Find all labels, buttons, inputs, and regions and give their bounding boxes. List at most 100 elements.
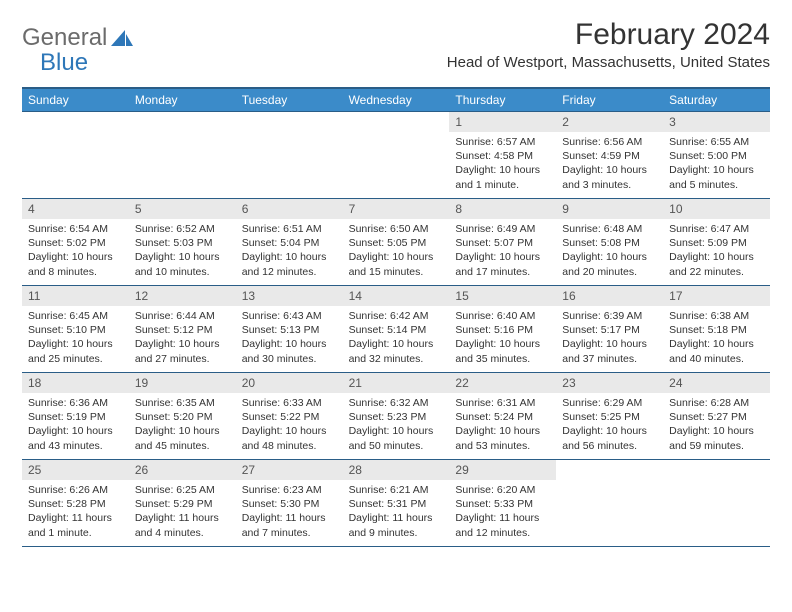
empty-cell [129,112,236,198]
day-cell: 1Sunrise: 6:57 AMSunset: 4:58 PMDaylight… [449,112,556,198]
day-cell: 21Sunrise: 6:32 AMSunset: 5:23 PMDayligh… [343,373,450,459]
day-cell: 12Sunrise: 6:44 AMSunset: 5:12 PMDayligh… [129,286,236,372]
sunrise-text: Sunrise: 6:50 AM [349,222,444,236]
week-row: 1Sunrise: 6:57 AMSunset: 4:58 PMDaylight… [22,111,770,198]
week-row: 11Sunrise: 6:45 AMSunset: 5:10 PMDayligh… [22,285,770,372]
day-cell: 17Sunrise: 6:38 AMSunset: 5:18 PMDayligh… [663,286,770,372]
day-cell: 13Sunrise: 6:43 AMSunset: 5:13 PMDayligh… [236,286,343,372]
daylight-text: Daylight: 10 hours and 10 minutes. [135,250,230,278]
day-number: 12 [129,286,236,306]
day-number: 1 [449,112,556,132]
sunset-text: Sunset: 5:33 PM [455,497,550,511]
sunset-text: Sunset: 5:13 PM [242,323,337,337]
day-number: 19 [129,373,236,393]
weekday-wed: Wednesday [343,89,450,111]
sunrise-text: Sunrise: 6:54 AM [28,222,123,236]
day-number: 26 [129,460,236,480]
day-details: Sunrise: 6:23 AMSunset: 5:30 PMDaylight:… [236,480,343,546]
sunset-text: Sunset: 5:02 PM [28,236,123,250]
sunrise-text: Sunrise: 6:36 AM [28,396,123,410]
day-number: 16 [556,286,663,306]
day-details: Sunrise: 6:39 AMSunset: 5:17 PMDaylight:… [556,306,663,372]
day-details: Sunrise: 6:31 AMSunset: 5:24 PMDaylight:… [449,393,556,459]
day-number: 9 [556,199,663,219]
sunrise-text: Sunrise: 6:23 AM [242,483,337,497]
sunrise-text: Sunrise: 6:51 AM [242,222,337,236]
daylight-text: Daylight: 10 hours and 50 minutes. [349,424,444,452]
sunrise-text: Sunrise: 6:56 AM [562,135,657,149]
day-details: Sunrise: 6:52 AMSunset: 5:03 PMDaylight:… [129,219,236,285]
sunset-text: Sunset: 5:22 PM [242,410,337,424]
daylight-text: Daylight: 10 hours and 32 minutes. [349,337,444,365]
day-details: Sunrise: 6:44 AMSunset: 5:12 PMDaylight:… [129,306,236,372]
day-details: Sunrise: 6:48 AMSunset: 5:08 PMDaylight:… [556,219,663,285]
sunset-text: Sunset: 5:07 PM [455,236,550,250]
sunset-text: Sunset: 5:10 PM [28,323,123,337]
daylight-text: Daylight: 10 hours and 20 minutes. [562,250,657,278]
daylight-text: Daylight: 11 hours and 9 minutes. [349,511,444,539]
sunset-text: Sunset: 5:25 PM [562,410,657,424]
day-cell: 16Sunrise: 6:39 AMSunset: 5:17 PMDayligh… [556,286,663,372]
daylight-text: Daylight: 11 hours and 1 minute. [28,511,123,539]
day-number: 27 [236,460,343,480]
sunset-text: Sunset: 5:28 PM [28,497,123,511]
day-details: Sunrise: 6:25 AMSunset: 5:29 PMDaylight:… [129,480,236,546]
day-cell: 6Sunrise: 6:51 AMSunset: 5:04 PMDaylight… [236,199,343,285]
sunrise-text: Sunrise: 6:40 AM [455,309,550,323]
day-cell: 18Sunrise: 6:36 AMSunset: 5:19 PMDayligh… [22,373,129,459]
sunset-text: Sunset: 5:30 PM [242,497,337,511]
logo-word2: Blue [40,49,88,76]
weekday-sun: Sunday [22,89,129,111]
day-cell: 19Sunrise: 6:35 AMSunset: 5:20 PMDayligh… [129,373,236,459]
sunset-text: Sunset: 5:19 PM [28,410,123,424]
logo: General [22,18,135,52]
day-cell: 14Sunrise: 6:42 AMSunset: 5:14 PMDayligh… [343,286,450,372]
sunset-text: Sunset: 5:20 PM [135,410,230,424]
day-number: 25 [22,460,129,480]
sunrise-text: Sunrise: 6:57 AM [455,135,550,149]
day-cell: 10Sunrise: 6:47 AMSunset: 5:09 PMDayligh… [663,199,770,285]
day-details: Sunrise: 6:29 AMSunset: 5:25 PMDaylight:… [556,393,663,459]
sunset-text: Sunset: 4:59 PM [562,149,657,163]
sunset-text: Sunset: 5:17 PM [562,323,657,337]
empty-cell [236,112,343,198]
sunset-text: Sunset: 5:03 PM [135,236,230,250]
daylight-text: Daylight: 10 hours and 56 minutes. [562,424,657,452]
logo-sail-icon [111,30,133,46]
daylight-text: Daylight: 10 hours and 17 minutes. [455,250,550,278]
sunset-text: Sunset: 5:29 PM [135,497,230,511]
day-number: 4 [22,199,129,219]
day-cell: 24Sunrise: 6:28 AMSunset: 5:27 PMDayligh… [663,373,770,459]
day-details: Sunrise: 6:51 AMSunset: 5:04 PMDaylight:… [236,219,343,285]
day-details: Sunrise: 6:36 AMSunset: 5:19 PMDaylight:… [22,393,129,459]
day-cell: 22Sunrise: 6:31 AMSunset: 5:24 PMDayligh… [449,373,556,459]
day-cell: 9Sunrise: 6:48 AMSunset: 5:08 PMDaylight… [556,199,663,285]
empty-cell [663,460,770,546]
daylight-text: Daylight: 10 hours and 12 minutes. [242,250,337,278]
calendar-page: General February 2024 Head of Westport, … [0,0,792,565]
sunset-text: Sunset: 5:09 PM [669,236,764,250]
weekday-fri: Friday [556,89,663,111]
day-details: Sunrise: 6:50 AMSunset: 5:05 PMDaylight:… [343,219,450,285]
day-cell: 2Sunrise: 6:56 AMSunset: 4:59 PMDaylight… [556,112,663,198]
daylight-text: Daylight: 10 hours and 22 minutes. [669,250,764,278]
day-details: Sunrise: 6:35 AMSunset: 5:20 PMDaylight:… [129,393,236,459]
sunset-text: Sunset: 5:14 PM [349,323,444,337]
daylight-text: Daylight: 10 hours and 3 minutes. [562,163,657,191]
sunrise-text: Sunrise: 6:43 AM [242,309,337,323]
daylight-text: Daylight: 10 hours and 40 minutes. [669,337,764,365]
day-details: Sunrise: 6:57 AMSunset: 4:58 PMDaylight:… [449,132,556,198]
day-cell: 28Sunrise: 6:21 AMSunset: 5:31 PMDayligh… [343,460,450,546]
sunrise-text: Sunrise: 6:29 AM [562,396,657,410]
day-details: Sunrise: 6:38 AMSunset: 5:18 PMDaylight:… [663,306,770,372]
daylight-text: Daylight: 10 hours and 43 minutes. [28,424,123,452]
day-cell: 23Sunrise: 6:29 AMSunset: 5:25 PMDayligh… [556,373,663,459]
sunrise-text: Sunrise: 6:35 AM [135,396,230,410]
daylight-text: Daylight: 10 hours and 5 minutes. [669,163,764,191]
day-number: 21 [343,373,450,393]
day-details: Sunrise: 6:40 AMSunset: 5:16 PMDaylight:… [449,306,556,372]
day-number: 5 [129,199,236,219]
daylight-text: Daylight: 10 hours and 25 minutes. [28,337,123,365]
logo-word1: General [22,24,107,52]
day-cell: 11Sunrise: 6:45 AMSunset: 5:10 PMDayligh… [22,286,129,372]
